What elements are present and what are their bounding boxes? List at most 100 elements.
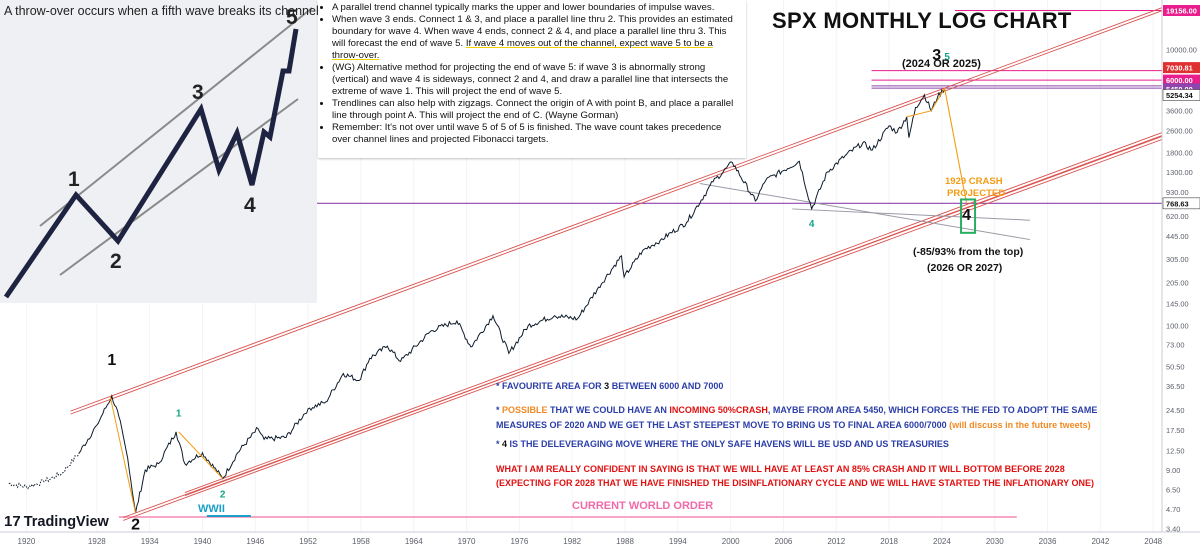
wave4-trendline-b — [792, 208, 1030, 221]
y-tick-label: 7030.81 — [1166, 64, 1193, 73]
x-tick-label: 1994 — [669, 537, 687, 546]
x-tick-label: 1970 — [458, 537, 476, 546]
inset-channel-lower — [59, 98, 299, 276]
wave-label-8: 4 — [962, 207, 971, 224]
x-tick-label: 2018 — [880, 537, 898, 546]
y-tick-label: 12.50 — [1166, 446, 1185, 455]
inset-diagram: 1 2 3 4 5 — [3, 6, 313, 299]
y-tick-label: 10000.00 — [1166, 45, 1197, 54]
y-tick-label: 145.00 — [1166, 299, 1189, 308]
comment-2-b: POSSIBLE — [502, 405, 548, 415]
comment-2-line2: MEASURES OF 2020 AND WE GET THE LAST STE… — [496, 420, 1091, 430]
channel-lines — [70, 7, 1163, 521]
y-tick-label: 3.40 — [1166, 524, 1180, 533]
wave-label-0: 1 — [107, 352, 116, 369]
note-text: A parallel trend channel typically marks… — [332, 2, 715, 13]
y-tick-label: 6.50 — [1166, 486, 1180, 495]
y-tick-label: 73.00 — [1166, 340, 1185, 349]
target-percent-label: (-85/93% from the top) — [913, 246, 1024, 258]
comment-4-line1: WHAT I AM REALLY CONFIDENT IN SAYING IS … — [496, 464, 1065, 474]
note-text: When wave 3 ends. Connect 1 & 3, and pla… — [332, 14, 733, 49]
channel-line-upper-1 — [70, 10, 1163, 415]
inset-label-2: 2 — [110, 250, 122, 273]
x-tick-label: 2012 — [827, 537, 845, 546]
current-world-order-label: CURRENT WORLD ORDER — [572, 500, 714, 512]
comment-3-c: IS THE DELEVERAGING MOVE WHERE THE ONLY … — [507, 439, 949, 449]
crash-label-line2: PROJECTED — [947, 188, 1006, 199]
channel-line-lower-2-0 — [184, 132, 1163, 493]
comment-2-e: , MAYBE FROM AREA 5450, WHICH FORCES THE… — [767, 405, 1098, 415]
x-tick-label: 1964 — [405, 537, 423, 546]
x-tick-label: 1946 — [246, 537, 264, 546]
channel-line-lower-2-1 — [184, 135, 1163, 496]
inset-channel-upper — [39, 7, 313, 227]
price-line-early — [8, 452, 80, 490]
x-tick-label: 1934 — [141, 537, 159, 546]
y-tick-label: 768.63 — [1166, 199, 1189, 208]
x-tick-label: 2000 — [722, 537, 740, 546]
x-axis[interactable]: 1920 1928 1934 1940 1946 1952 1958 1964 1970 1976… — [0, 531, 1200, 546]
note-text: Remember: It's not over until wave 5 of … — [332, 122, 722, 145]
y-tick-label: 5254.34 — [1166, 91, 1194, 100]
price-series — [8, 87, 977, 514]
y-tick-label: 3600.00 — [1166, 107, 1193, 116]
x-tick-label: 1988 — [616, 537, 634, 546]
comment-3: * 4 IS THE DELEVERAGING MOVE WHERE THE O… — [496, 439, 949, 449]
y-axis[interactable]: 19156.0010000.007030.816000.005450.00525… — [1161, 0, 1200, 533]
y-tick-label: 2600.00 — [1166, 126, 1193, 135]
y-tick-label: 17.50 — [1166, 426, 1185, 435]
comment-2-f: MEASURES OF 2020 AND WE GET THE LAST STE… — [496, 420, 950, 430]
comment-3-b: 4 — [502, 439, 508, 449]
x-tick-label: 1976 — [510, 537, 528, 546]
wave-label-5: 4 — [809, 219, 815, 230]
x-tick-label: 2006 — [775, 537, 793, 546]
inset-label-4: 4 — [244, 194, 256, 217]
comment-1-a: * FAVOURITE AREA FOR — [496, 381, 605, 391]
notes-list: A parallel trend channel typically marks… — [318, 0, 746, 148]
inset-label-5: 5 — [286, 6, 298, 29]
crash-projection-line — [944, 87, 968, 204]
x-tick-label: 2036 — [1039, 537, 1057, 546]
y-tick-label: 19156.00 — [1166, 7, 1197, 16]
throw-over-inset: 1 2 3 4 5 A throw-over occurs when a fif… — [0, 0, 319, 303]
x-tick-label: 1940 — [194, 537, 212, 546]
comment-4-line2: (EXPECTING FOR 2028 THAT WE HAVE FINISHE… — [496, 478, 1095, 488]
channel-line-upper-0 — [70, 7, 1163, 412]
y-tick-label: 930.00 — [1166, 188, 1189, 197]
wave-1-2-leg — [109, 395, 137, 514]
note-text: (WG) Alternative method for projecting t… — [332, 62, 729, 97]
comment-1-c: BETWEEN 6000 AND 7000 — [609, 381, 724, 391]
note-item-0: A parallel trend channel typically marks… — [332, 2, 742, 14]
y-level-tag-11 — [1162, 197, 1200, 210]
target-date-label: (2026 OR 2027) — [927, 262, 1003, 274]
note-item-3: Trendlines can also help with zigzags. C… — [332, 98, 742, 122]
x-tick-label: 1920 — [18, 537, 36, 546]
x-tick-label: 2042 — [1091, 537, 1109, 546]
x-tick-label: 1952 — [299, 537, 317, 546]
y-tick-label: 100.00 — [1166, 322, 1189, 331]
note-text: Trendlines can also help with zigzags. C… — [332, 98, 734, 121]
y-level-tag-5 — [1162, 89, 1200, 101]
note-item-2: (WG) Alternative method for projecting t… — [332, 62, 742, 98]
wave-label-3: 2 — [220, 489, 226, 500]
inset-wave-path — [3, 28, 299, 299]
comment-1: * FAVOURITE AREA FOR 3 BETWEEN 6000 AND … — [496, 381, 723, 391]
price-line — [78, 87, 946, 513]
y-tick-label: 205.00 — [1166, 279, 1189, 288]
tradingview-brand[interactable]: 17 TradingView — [4, 513, 109, 530]
top-date-label: (2024 OR 2025) — [902, 58, 981, 70]
tradingview-name: TradingView — [23, 514, 109, 530]
x-tick-label: 2048 — [1144, 537, 1162, 546]
note-item-1: When wave 3 ends. Connect 1 & 3, and pla… — [332, 14, 742, 62]
y-level-tag-2 — [1163, 62, 1200, 74]
wave-minor-1-2-leg — [178, 431, 224, 479]
x-tick-label: 1958 — [352, 537, 370, 546]
tradingview-logo-icon: 17 — [4, 513, 21, 530]
x-tick-label: 2024 — [933, 537, 951, 546]
target-box — [960, 198, 977, 234]
y-level-tag-4 — [1163, 83, 1200, 95]
wave-label-1: 2 — [131, 516, 140, 533]
y-tick-label: 6000.00 — [1166, 76, 1193, 85]
notes-box: A parallel trend channel typically marks… — [318, 0, 746, 158]
